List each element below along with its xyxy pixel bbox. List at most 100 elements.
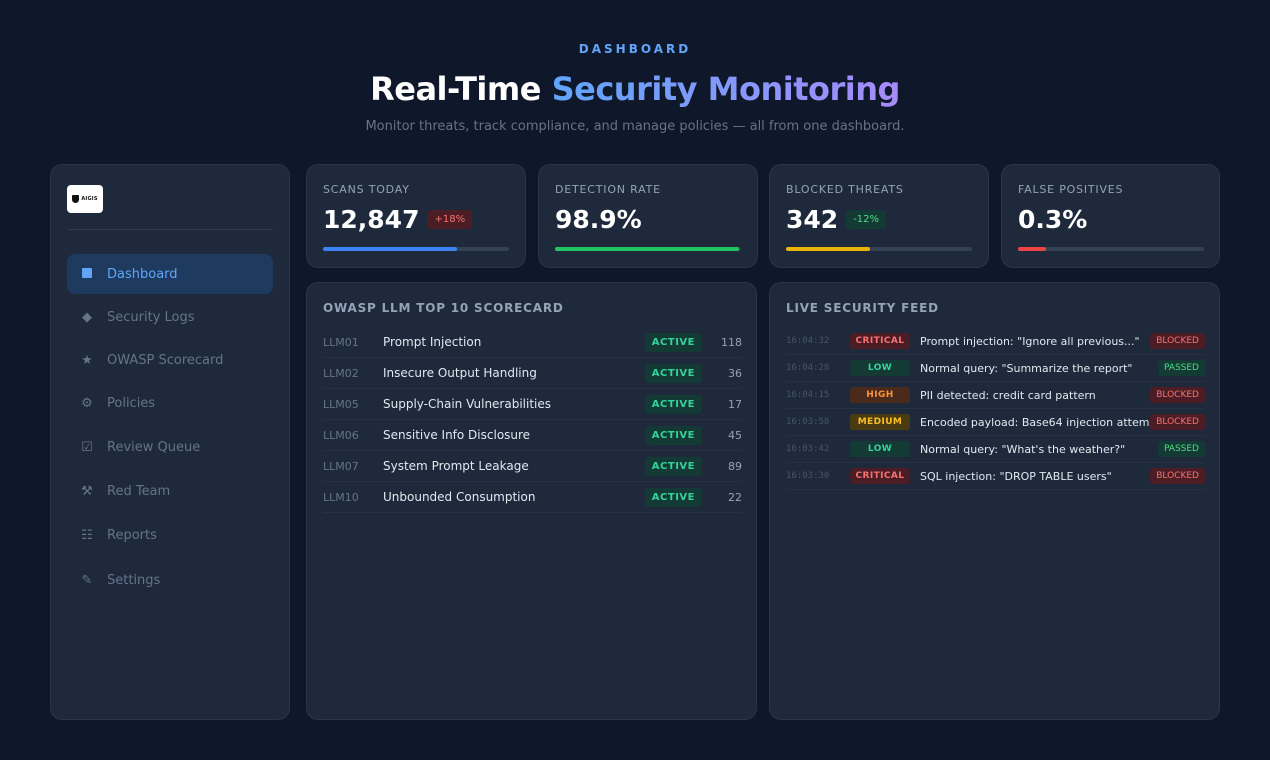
owasp-scorecard-panel: OWASP LLM TOP 10 SCORECARD LLM01 Prompt …	[306, 282, 757, 720]
scorecard-count: 22	[728, 490, 742, 504]
scorecard-table: LLM01 Prompt Injection ACTIVE 118 LLM02 …	[323, 327, 742, 513]
feed-row[interactable]: 16:03:30 CRITICAL SQL injection: "DROP T…	[786, 463, 1205, 490]
severity-badge: LOW	[850, 441, 910, 457]
outcome-badge: BLOCKED	[1150, 387, 1205, 403]
scorecard-row[interactable]: LLM01 Prompt Injection ACTIVE 118	[323, 327, 742, 358]
page-title-accent: Security Monitoring	[551, 70, 901, 108]
outcome-badge: BLOCKED	[1150, 468, 1205, 484]
feed-timestamp: 16:03:58	[786, 417, 830, 427]
scorecard-id: LLM02	[323, 366, 359, 380]
diamond-icon: ◆	[82, 309, 92, 325]
stat-progress-fill	[786, 247, 870, 251]
sidebar-item-label: Settings	[107, 572, 161, 588]
sidebar-item-security-logs[interactable]: ◆ Security Logs	[67, 297, 273, 337]
stat-card-detection-rate: DETECTION RATE 98.9%	[538, 164, 758, 268]
feed-row[interactable]: 16:04:28 LOW Normal query: "Summarize th…	[786, 355, 1205, 382]
scorecard-row[interactable]: LLM05 Supply-Chain Vulnerabilities ACTIV…	[323, 389, 742, 420]
pencil-icon: ✎	[81, 572, 93, 588]
status-badge: ACTIVE	[644, 363, 702, 383]
stat-progress-bar	[323, 247, 509, 251]
feed-list: 16:04:32 CRITICAL Prompt injection: "Ign…	[786, 328, 1205, 490]
stat-label: SCANS TODAY	[323, 183, 410, 196]
stat-card-blocked-threats: BLOCKED THREATS 342 -12%	[769, 164, 989, 268]
sidebar-item-label: Security Logs	[107, 309, 195, 325]
severity-badge: LOW	[850, 360, 910, 376]
page-title-plain: Real-Time	[370, 70, 541, 108]
star-icon: ★	[81, 352, 93, 368]
sidebar-item-settings[interactable]: ✎ Settings	[67, 560, 273, 600]
stat-card-false-positives: FALSE POSITIVES 0.3%	[1001, 164, 1220, 268]
feed-row[interactable]: 16:03:58 MEDIUM Encoded payload: Base64 …	[786, 409, 1205, 436]
sidebar-item-policies[interactable]: ⚙ Policies	[67, 383, 273, 423]
scorecard-count: 45	[728, 428, 742, 442]
stat-label: BLOCKED THREATS	[786, 183, 904, 196]
stat-value: 12,847	[323, 205, 420, 234]
stat-label: FALSE POSITIVES	[1018, 183, 1124, 196]
scorecard-count: 17	[728, 397, 742, 411]
severity-badge: CRITICAL	[850, 468, 910, 484]
feed-timestamp: 16:04:32	[786, 336, 830, 346]
feed-title: LIVE SECURITY FEED	[786, 301, 939, 315]
sidebar-item-label: Red Team	[107, 483, 171, 499]
stat-change-badge: +18%	[427, 210, 473, 229]
scorecard-title: OWASP LLM TOP 10 SCORECARD	[323, 301, 564, 315]
outcome-badge: BLOCKED	[1150, 333, 1205, 349]
scorecard-id: LLM10	[323, 490, 359, 504]
feed-message: PII detected: credit card pattern	[920, 388, 1096, 402]
feed-row[interactable]: 16:03:42 LOW Normal query: "What's the w…	[786, 436, 1205, 463]
sidebar-item-review-queue[interactable]: ☑ Review Queue	[67, 427, 273, 467]
stat-progress-bar	[555, 247, 741, 251]
tools-icon: ⚒	[81, 483, 93, 499]
sidebar-item-owasp-scorecard[interactable]: ★ OWASP Scorecard	[67, 340, 273, 380]
feed-message: SQL injection: "DROP TABLE users"	[920, 469, 1112, 483]
status-badge: ACTIVE	[644, 394, 702, 414]
scorecard-row[interactable]: LLM02 Insecure Output Handling ACTIVE 36	[323, 358, 742, 389]
feed-message: Normal query: "What's the weather?"	[920, 442, 1126, 456]
sidebar-item-label: OWASP Scorecard	[107, 352, 224, 368]
logo[interactable]: AIGIS	[67, 185, 103, 213]
severity-badge: CRITICAL	[850, 333, 910, 349]
scorecard-row[interactable]: LLM07 System Prompt Leakage ACTIVE 89	[323, 451, 742, 482]
scorecard-name: Sensitive Info Disclosure	[383, 428, 531, 442]
feed-message: Encoded payload: Base64 injection attemp…	[920, 415, 1151, 429]
stat-value: 342	[786, 205, 839, 234]
feed-timestamp: 16:04:28	[786, 363, 830, 373]
sidebar-item-reports[interactable]: ☷ Reports	[67, 515, 273, 555]
feed-message: Normal query: "Summarize the report"	[920, 361, 1133, 375]
scorecard-count: 118	[721, 335, 742, 349]
scorecard-count: 89	[728, 459, 742, 473]
outcome-badge: PASSED	[1157, 441, 1205, 457]
sidebar-item-red-team[interactable]: ⚒ Red Team	[67, 471, 273, 511]
scorecard-name: Unbounded Consumption	[383, 490, 536, 504]
scorecard-id: LLM05	[323, 397, 359, 411]
feed-row[interactable]: 16:04:32 CRITICAL Prompt injection: "Ign…	[786, 328, 1205, 355]
feed-message: Prompt injection: "Ignore all previous..…	[920, 334, 1140, 348]
status-badge: ACTIVE	[644, 425, 702, 445]
scorecard-name: Insecure Output Handling	[383, 366, 537, 380]
sidebar-item-label: Policies	[107, 395, 156, 411]
scorecard-name: System Prompt Leakage	[383, 459, 529, 473]
feed-timestamp: 16:03:30	[786, 471, 830, 481]
sidebar-item-label: Review Queue	[107, 439, 201, 455]
severity-badge: MEDIUM	[850, 414, 910, 430]
stat-value-row: 12,847 +18%	[323, 205, 473, 234]
page-title: Real-Time Security Monitoring	[0, 70, 1270, 108]
sidebar-item-dashboard[interactable]: Dashboard	[67, 254, 273, 294]
sidebar-item-label: Reports	[107, 527, 157, 543]
severity-badge: HIGH	[850, 387, 910, 403]
outcome-badge: BLOCKED	[1150, 414, 1205, 430]
square-icon	[67, 267, 107, 282]
scorecard-row[interactable]: LLM06 Sensitive Info Disclosure ACTIVE 4…	[323, 420, 742, 451]
sidebar-item-label: Dashboard	[107, 266, 178, 282]
stat-value-row: 0.3%	[1018, 205, 1087, 234]
stat-progress-fill	[323, 247, 457, 251]
sidebar-divider	[67, 229, 273, 230]
scorecard-id: LLM06	[323, 428, 359, 442]
feed-row[interactable]: 16:04:15 HIGH PII detected: credit card …	[786, 382, 1205, 409]
feed-timestamp: 16:03:42	[786, 444, 830, 454]
stat-progress-bar	[786, 247, 972, 251]
live-security-feed-panel: LIVE SECURITY FEED 16:04:32 CRITICAL Pro…	[769, 282, 1220, 720]
scorecard-name: Supply-Chain Vulnerabilities	[383, 397, 552, 411]
scorecard-row[interactable]: LLM10 Unbounded Consumption ACTIVE 22	[323, 482, 742, 513]
stat-value: 0.3%	[1018, 205, 1088, 234]
